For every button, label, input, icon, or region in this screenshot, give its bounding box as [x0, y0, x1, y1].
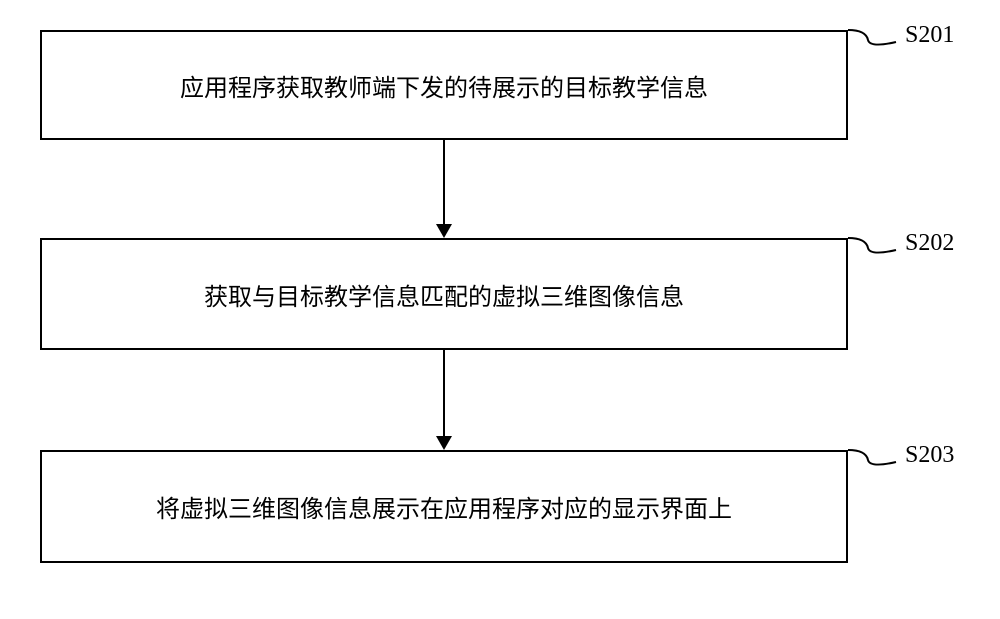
label-connector-s202 [848, 228, 908, 258]
flowchart-canvas: 应用程序获取教师端下发的待展示的目标教学信息 获取与目标教学信息匹配的虚拟三维图… [0, 0, 1000, 619]
flow-step-text: 将虚拟三维图像信息展示在应用程序对应的显示界面上 [156, 489, 732, 524]
flow-step-text: 获取与目标教学信息匹配的虚拟三维图像信息 [204, 277, 684, 312]
label-connector-s201 [848, 20, 908, 50]
flow-arrow-head [436, 224, 452, 238]
flow-step-label: S202 [905, 230, 954, 257]
flow-step-s202: 获取与目标教学信息匹配的虚拟三维图像信息 [40, 238, 848, 350]
flow-step-label: S201 [905, 22, 954, 49]
flow-step-s203: 将虚拟三维图像信息展示在应用程序对应的显示界面上 [40, 450, 848, 563]
flow-arrow-line [443, 350, 445, 436]
flow-step-s201: 应用程序获取教师端下发的待展示的目标教学信息 [40, 30, 848, 140]
flow-arrow-head [436, 436, 452, 450]
label-connector-s203 [848, 440, 908, 470]
flow-step-text: 应用程序获取教师端下发的待展示的目标教学信息 [180, 68, 708, 103]
flow-step-label: S203 [905, 442, 954, 469]
flow-arrow-line [443, 140, 445, 224]
